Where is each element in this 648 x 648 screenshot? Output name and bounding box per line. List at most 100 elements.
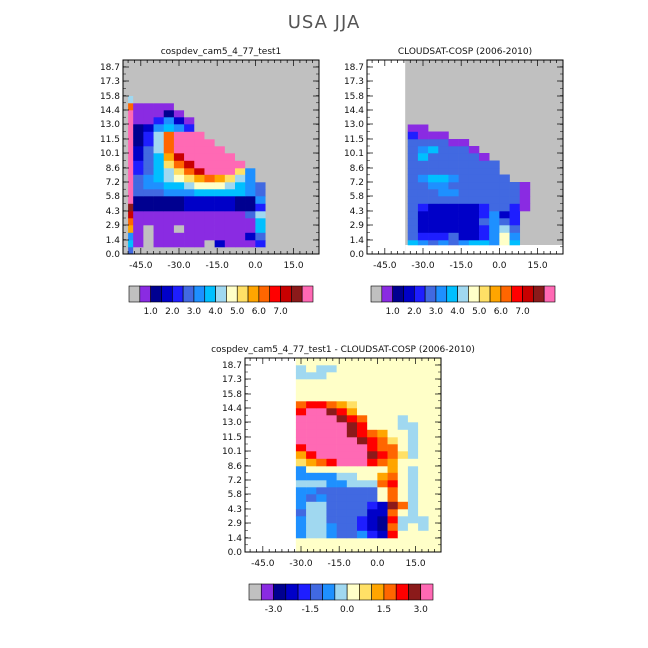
- heatmap-cell: [143, 139, 154, 147]
- y-tick-label: 13.0: [344, 120, 364, 130]
- heatmap-cell: [357, 501, 368, 510]
- heatmap-cell: [438, 218, 449, 226]
- heatmap-cell: [367, 523, 378, 531]
- heatmap-cell: [397, 372, 409, 380]
- heatmap-cell: [285, 189, 297, 197]
- heatmap-cell: [468, 218, 480, 226]
- heatmap-cell: [357, 466, 368, 473]
- heatmap-cell: [245, 174, 256, 183]
- heatmap-cell: [194, 110, 205, 118]
- no-data-region: [405, 245, 563, 254]
- heatmap-cell: [326, 480, 337, 488]
- colorbar-swatch: [128, 285, 141, 303]
- heatmap-cell: [133, 160, 144, 169]
- colorbar-label: 7.0: [515, 307, 530, 317]
- heatmap-cell: [173, 196, 185, 204]
- heatmap-cell: [275, 211, 287, 219]
- heatmap-cell: [326, 530, 337, 539]
- heatmap-cell: [407, 218, 419, 226]
- heatmap-cell: [265, 131, 277, 140]
- heatmap-cell: [163, 225, 175, 233]
- heatmap-cell: [204, 96, 215, 104]
- colorbar-swatch: [359, 583, 372, 601]
- y-tick-label: 10.1: [344, 149, 364, 159]
- heatmap-cell: [336, 480, 348, 488]
- heatmap-cell: [235, 196, 246, 204]
- heatmap-cell: [336, 422, 348, 430]
- heatmap-cell: [407, 437, 419, 445]
- heatmap-cell: [387, 451, 399, 459]
- heatmap-cell: [428, 146, 439, 154]
- heatmap-cell: [387, 365, 399, 373]
- heatmap-cell: [265, 196, 277, 204]
- heatmap-cell: [336, 437, 348, 445]
- heatmap-cell: [316, 516, 327, 524]
- y-tick-label: 2.9: [228, 519, 243, 529]
- heatmap-cell: [418, 501, 429, 510]
- heatmap-cell: [357, 394, 368, 402]
- heatmap-cell: [397, 494, 409, 502]
- heatmap-cell: [214, 203, 226, 212]
- heatmap-cell: [418, 415, 429, 423]
- heatmap-cell: [235, 103, 246, 111]
- heatmap-cell: [448, 160, 459, 169]
- heatmap-cell: [417, 240, 429, 246]
- heatmap-cell: [417, 131, 429, 140]
- heatmap-cell: [295, 466, 307, 473]
- heatmap-cell: [367, 538, 378, 546]
- heatmap-cell: [468, 225, 480, 233]
- heatmap-cell: [245, 139, 256, 147]
- heatmap-cell: [133, 131, 144, 140]
- heatmap-cell: [316, 458, 327, 467]
- heatmap-cell: [245, 189, 256, 197]
- heatmap-cell: [295, 437, 307, 445]
- heatmap-cell: [265, 117, 277, 125]
- heatmap-cell: [204, 232, 215, 241]
- heatmap-cell: [336, 509, 348, 517]
- heatmap-cell: [214, 225, 226, 233]
- heatmap-cell: [346, 365, 358, 373]
- y-tick-label: 18.7: [344, 63, 364, 73]
- heatmap-cell: [153, 225, 165, 233]
- heatmap-cell: [255, 146, 266, 154]
- heatmap-cell: [428, 174, 439, 183]
- heatmap-cell: [224, 196, 236, 204]
- heatmap-cell: [184, 218, 195, 226]
- heatmap-cell: [397, 466, 409, 473]
- colorbar-swatch: [468, 285, 480, 303]
- heatmap-cell: [367, 394, 378, 402]
- heatmap-cell: [346, 466, 358, 473]
- plot-frame: [244, 357, 442, 553]
- heatmap-cell: [143, 211, 154, 219]
- heatmap-cell: [357, 365, 368, 373]
- heatmap-cell: [245, 160, 256, 169]
- heatmap-cell: [184, 189, 195, 197]
- heatmap-cell: [255, 160, 266, 169]
- heatmap-cell: [194, 196, 205, 204]
- heatmap-cell: [438, 211, 449, 219]
- heatmap-cell: [418, 472, 429, 481]
- heatmap-cell: [346, 394, 358, 402]
- heatmap-cell: [214, 103, 226, 111]
- heatmap-cell: [357, 387, 368, 395]
- heatmap-cell: [295, 487, 307, 495]
- heatmap-cell: [255, 225, 266, 233]
- heatmap-cell: [499, 240, 510, 246]
- heatmap-cell: [448, 139, 459, 147]
- colorbar-swatch: [522, 285, 534, 303]
- heatmap-cell: [173, 203, 185, 212]
- heatmap-panel-1: cospdev_cam5_4_77_test1 -45.0 -30.0 -15.0 0.…: [100, 47, 320, 317]
- y-tick-label: 18.7: [100, 63, 120, 73]
- heatmap-cell: [255, 232, 266, 241]
- heatmap-cell: [306, 422, 317, 430]
- heatmap-cell: [143, 96, 154, 104]
- heatmap-cell: [128, 160, 134, 169]
- heatmap-cell: [245, 110, 256, 118]
- heatmap-cell: [336, 472, 348, 481]
- heatmap-cell: [245, 240, 256, 248]
- heatmap-cell: [336, 523, 348, 531]
- heatmap-cell: [346, 437, 358, 445]
- heatmap-cell: [417, 225, 429, 233]
- heatmap-cell: [316, 437, 327, 445]
- heatmap-cell: [418, 444, 429, 452]
